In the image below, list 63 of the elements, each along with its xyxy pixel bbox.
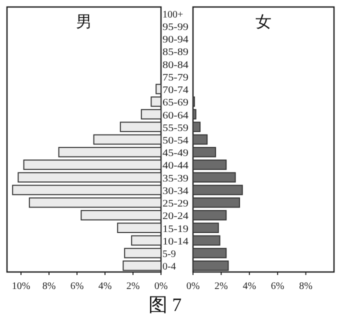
bar bbox=[122, 260, 162, 271]
bar bbox=[23, 160, 162, 170]
x-tick-label: 2% bbox=[126, 281, 140, 292]
y-tick-label: 70-74 bbox=[162, 85, 188, 96]
bar bbox=[192, 197, 240, 208]
bar bbox=[156, 84, 162, 94]
bar bbox=[93, 134, 162, 145]
bar bbox=[192, 109, 196, 120]
x-tick-label: 8% bbox=[42, 281, 56, 292]
bar bbox=[12, 184, 162, 196]
y-tick-label: 55-59 bbox=[162, 122, 188, 134]
bar bbox=[192, 160, 227, 170]
bar bbox=[192, 235, 220, 246]
bar bbox=[192, 222, 219, 233]
bar bbox=[192, 248, 227, 258]
bar bbox=[58, 146, 162, 158]
bar bbox=[80, 210, 162, 220]
bar bbox=[124, 248, 162, 258]
y-tick-label: 10-14 bbox=[162, 236, 188, 248]
y-tick-label: 50-54 bbox=[162, 136, 188, 146]
y-tick-label: 35-39 bbox=[162, 173, 188, 184]
bar bbox=[18, 172, 162, 183]
y-tick-label: 80-84 bbox=[162, 60, 188, 71]
y-tick-label: 25-29 bbox=[162, 198, 188, 210]
x-tick-label: 8% bbox=[299, 281, 312, 292]
x-tick-label: 6% bbox=[70, 281, 84, 292]
bar bbox=[192, 184, 243, 196]
bar bbox=[192, 146, 216, 158]
chart-title: 男 bbox=[76, 14, 92, 31]
bar bbox=[120, 122, 162, 132]
chart-title: 女 bbox=[256, 14, 272, 31]
bar bbox=[117, 222, 162, 233]
x-tick-label: 10% bbox=[12, 281, 30, 292]
bar bbox=[192, 210, 227, 220]
y-tick-label: 5-9 bbox=[162, 249, 176, 260]
bar bbox=[28, 197, 162, 208]
caption: 图 7 bbox=[148, 295, 182, 316]
x-tick-label: 0% bbox=[186, 281, 200, 292]
y-tick-label: 100+ bbox=[162, 9, 184, 20]
y-tick-label: 15-19 bbox=[162, 224, 188, 235]
y-tick-label: 60-64 bbox=[162, 110, 188, 122]
y-tick-label: 40-44 bbox=[162, 160, 188, 172]
y-tick-label: 45-49 bbox=[162, 148, 188, 160]
bar bbox=[131, 235, 162, 246]
bar bbox=[192, 122, 201, 132]
y-tick-label: 75-79 bbox=[162, 72, 188, 84]
x-tick-label: 2% bbox=[214, 281, 228, 292]
y-tick-label: 95-99 bbox=[162, 22, 188, 33]
x-tick-label: 0% bbox=[154, 281, 168, 292]
y-tick-label: 65-69 bbox=[162, 98, 188, 109]
x-tick-label: 4% bbox=[242, 281, 256, 292]
y-tick-label: 30-34 bbox=[162, 186, 188, 197]
y-tick-label: 85-89 bbox=[162, 47, 188, 58]
bar bbox=[192, 260, 229, 271]
bar bbox=[192, 134, 208, 145]
bar bbox=[150, 96, 162, 107]
bar bbox=[192, 172, 236, 183]
y-tick-label: 20-24 bbox=[162, 211, 188, 222]
bar bbox=[140, 109, 162, 120]
x-tick-label: 4% bbox=[98, 281, 112, 292]
y-tick-label: 90-94 bbox=[162, 34, 188, 46]
x-tick-label: 6% bbox=[270, 281, 284, 292]
y-tick-label: 0-4 bbox=[162, 262, 176, 273]
